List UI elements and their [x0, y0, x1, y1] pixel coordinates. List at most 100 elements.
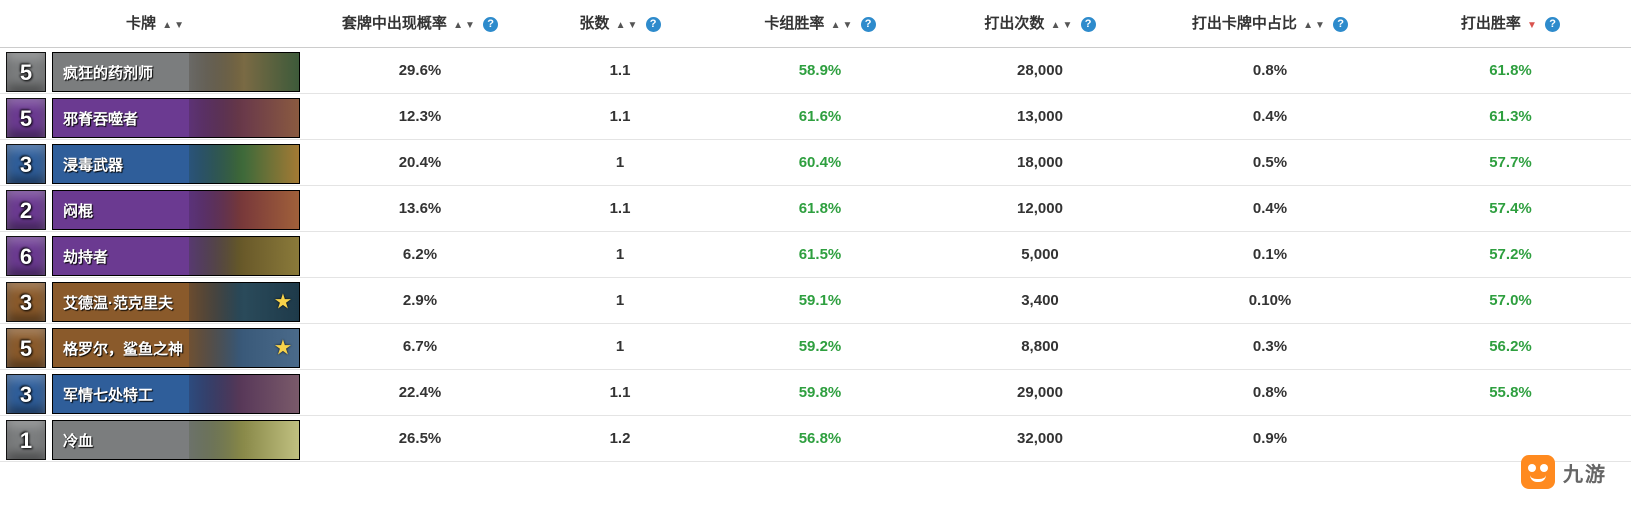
cell-played: 18,000 [930, 140, 1150, 186]
mana-cost: 3 [6, 282, 46, 322]
card-art [189, 145, 299, 183]
card-art [189, 99, 299, 137]
cell-played: 28,000 [930, 48, 1150, 94]
card-art [189, 421, 299, 459]
col-label: 打出卡牌中占比 [1192, 15, 1297, 32]
mana-cost: 5 [6, 328, 46, 368]
table-row: 1冷血26.5%1.256.8%32,0000.9% [0, 416, 1631, 462]
cell-in_deck: 12.3% [310, 94, 530, 140]
table-row: 5格罗尔，鲨鱼之神★6.7%159.2%8,8000.3%56.2% [0, 324, 1631, 370]
card-name: 邪脊吞噬者 [53, 108, 138, 129]
watermark-icon [1521, 455, 1555, 489]
card-name: 闷棍 [53, 200, 93, 221]
cell-copies: 1 [530, 324, 710, 370]
cell-played_wr: 61.8% [1390, 48, 1631, 94]
table-header-row: 卡牌 ▲▼套牌中出现概率 ▲▼ ?张数 ▲▼ ?卡组胜率 ▲▼ ?打出次数 ▲▼… [0, 0, 1631, 48]
watermark-text: 九游 [1563, 458, 1607, 487]
card-name: 疯狂的药剂师 [53, 62, 153, 83]
cell-in_deck: 20.4% [310, 140, 530, 186]
card-art [189, 191, 299, 229]
card-cell[interactable]: 5格罗尔，鲨鱼之神★ [0, 324, 310, 370]
card-stats-table: 卡牌 ▲▼套牌中出现概率 ▲▼ ?张数 ▲▼ ?卡组胜率 ▲▼ ?打出次数 ▲▼… [0, 0, 1631, 462]
sort-icon: ▲▼ [1297, 15, 1325, 32]
cell-copies: 1 [530, 140, 710, 186]
legendary-star-icon: ★ [275, 338, 291, 359]
help-icon[interactable]: ? [1545, 17, 1560, 32]
cell-played_pct: 0.1% [1150, 232, 1390, 278]
card-cell[interactable]: 5 邪脊吞噬者 [0, 94, 310, 140]
table-body: 5疯狂的药剂师29.6%1.158.9%28,0000.8%61.8%5邪脊吞噬… [0, 48, 1631, 462]
card-cell[interactable]: 3浸毒武器 [0, 140, 310, 186]
table-row: 2闷棍13.6%1.161.8%12,0000.4%57.4% [0, 186, 1631, 232]
card-art [189, 237, 299, 275]
cell-played_wr: 55.8% [1390, 370, 1631, 416]
help-icon[interactable]: ? [1333, 17, 1348, 32]
cell-in_deck: 26.5% [310, 416, 530, 462]
cell-in_deck: 6.2% [310, 232, 530, 278]
cell-copies: 1.1 [530, 48, 710, 94]
card-cell[interactable]: 6劫持者 [0, 232, 310, 278]
cell-played_wr: 57.2% [1390, 232, 1631, 278]
cell-deck_wr: 61.5% [710, 232, 930, 278]
mana-cost: 5 [6, 52, 46, 92]
help-icon[interactable]: ? [483, 17, 498, 32]
mana-cost: 1 [6, 420, 46, 460]
cell-copies: 1.1 [530, 94, 710, 140]
mana-cost: 5 [6, 98, 46, 138]
cell-played: 12,000 [930, 186, 1150, 232]
sort-icon: ▲▼ [447, 15, 475, 32]
card-cell[interactable]: 2 闷棍 [0, 186, 310, 232]
cell-deck_wr: 59.8% [710, 370, 930, 416]
sort-icon: ▲▼ [1044, 15, 1072, 32]
cell-played_pct: 0.8% [1150, 370, 1390, 416]
mana-cost: 2 [6, 190, 46, 230]
cell-played_pct: 0.5% [1150, 140, 1390, 186]
col-header-played_pct[interactable]: 打出卡牌中占比 ▲▼ ? [1150, 0, 1390, 48]
sort-icon: ▲▼ [824, 15, 852, 32]
cell-played_wr: 61.3% [1390, 94, 1631, 140]
col-label: 卡牌 [126, 15, 156, 32]
cell-in_deck: 6.7% [310, 324, 530, 370]
cell-played: 3,400 [930, 278, 1150, 324]
card-cell[interactable]: 3军情七处特工 [0, 370, 310, 416]
cell-in_deck: 2.9% [310, 278, 530, 324]
help-icon[interactable]: ? [646, 17, 661, 32]
col-header-copies[interactable]: 张数 ▲▼ ? [530, 0, 710, 48]
table-row: 3军情七处特工22.4%1.159.8%29,0000.8%55.8% [0, 370, 1631, 416]
cell-played: 32,000 [930, 416, 1150, 462]
col-header-in_deck[interactable]: 套牌中出现概率 ▲▼ ? [310, 0, 530, 48]
card-cell[interactable]: 3 艾德温·范克里夫 ★ [0, 278, 310, 324]
col-header-played_wr[interactable]: 打出胜率 ▼ ? [1390, 0, 1631, 48]
table-row: 3浸毒武器20.4%160.4%18,0000.5%57.7% [0, 140, 1631, 186]
card-name: 艾德温·范克里夫 [53, 292, 173, 313]
cell-copies: 1 [530, 278, 710, 324]
cell-deck_wr: 59.2% [710, 324, 930, 370]
card-art [189, 53, 299, 91]
sort-icon: ▲▼ [609, 15, 637, 32]
col-header-played[interactable]: 打出次数 ▲▼ ? [930, 0, 1150, 48]
col-label: 张数 [579, 15, 609, 32]
col-header-card[interactable]: 卡牌 ▲▼ [0, 0, 310, 48]
cell-deck_wr: 61.8% [710, 186, 930, 232]
table-row: 6劫持者6.2%161.5%5,0000.1%57.2% [0, 232, 1631, 278]
col-header-deck_wr[interactable]: 卡组胜率 ▲▼ ? [710, 0, 930, 48]
table-row: 3艾德温·范克里夫★2.9%159.1%3,4000.10%57.0% [0, 278, 1631, 324]
card-cell[interactable]: 5 疯狂的药剂师 [0, 48, 310, 94]
card-name: 军情七处特工 [53, 384, 153, 405]
cell-deck_wr: 56.8% [710, 416, 930, 462]
mana-cost: 3 [6, 144, 46, 184]
cell-copies: 1.1 [530, 186, 710, 232]
cell-played_wr: 57.0% [1390, 278, 1631, 324]
cell-in_deck: 22.4% [310, 370, 530, 416]
help-icon[interactable]: ? [861, 17, 876, 32]
legendary-star-icon: ★ [275, 292, 291, 313]
cell-played: 8,800 [930, 324, 1150, 370]
watermark: 九游 [1521, 455, 1607, 489]
sort-icon: ▼ [1521, 15, 1537, 32]
card-cell[interactable]: 1冷血 [0, 416, 310, 462]
col-label: 打出次数 [984, 15, 1044, 32]
cell-copies: 1 [530, 232, 710, 278]
cell-played: 5,000 [930, 232, 1150, 278]
help-icon[interactable]: ? [1081, 17, 1096, 32]
card-art [189, 375, 299, 413]
